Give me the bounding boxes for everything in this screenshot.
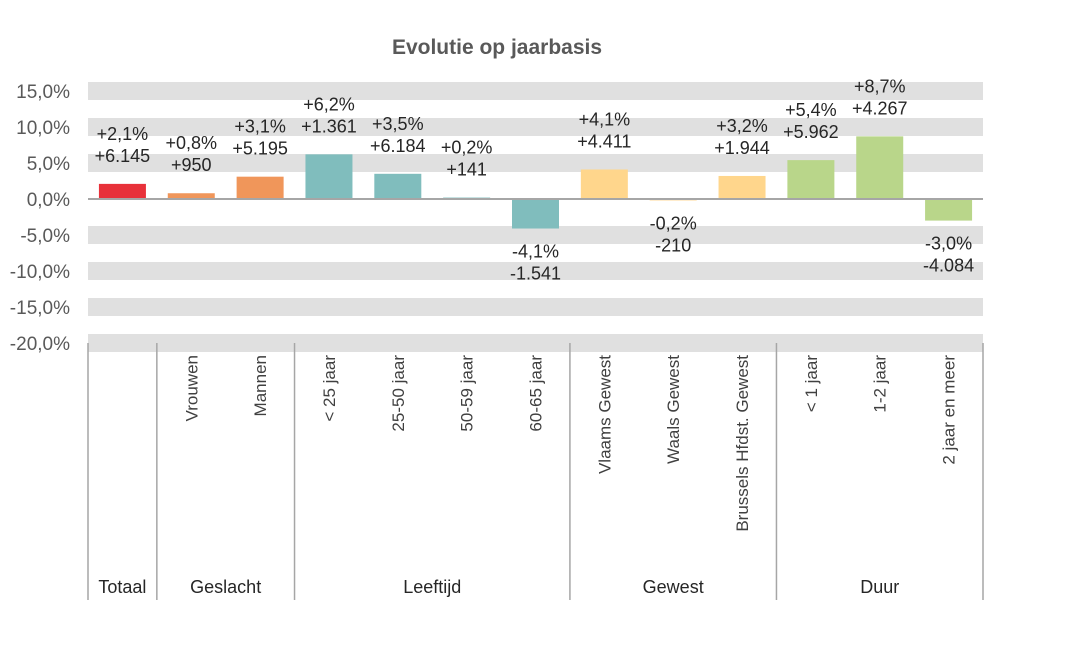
- data-label-abs: -1.541: [510, 264, 561, 284]
- data-label-pct: +6,2%: [303, 94, 355, 114]
- data-label-pct: -0,2%: [650, 213, 697, 233]
- data-label-abs: +6.145: [95, 146, 151, 166]
- bar: [98, 183, 146, 199]
- y-tick-label: 0,0%: [27, 190, 70, 211]
- grid-band: [88, 262, 983, 280]
- data-label-abs: +4.411: [577, 131, 631, 151]
- category-label: Vrouwen: [182, 355, 201, 421]
- bar: [925, 199, 973, 221]
- y-tick-label: 15,0%: [16, 82, 70, 103]
- grid-band: [88, 226, 983, 244]
- bar: [787, 160, 835, 199]
- data-label-pct: +0,8%: [165, 133, 217, 153]
- grid-band: [88, 154, 983, 172]
- bar: [856, 136, 904, 199]
- grid-band: [88, 118, 983, 136]
- data-label-pct: +8,7%: [854, 76, 906, 96]
- data-label-pct: +3,1%: [234, 117, 286, 137]
- data-label-abs: +1.944: [714, 138, 770, 158]
- group-label: Totaal: [98, 577, 146, 597]
- category-label: 25-50 jaar: [389, 355, 408, 432]
- data-label-pct: +3,5%: [372, 114, 424, 134]
- group-label: Leeftijd: [403, 577, 461, 597]
- category-label: < 25 jaar: [320, 355, 339, 422]
- grid-band: [88, 334, 983, 352]
- data-label-pct: +2,1%: [97, 124, 149, 144]
- data-label-pct: +5,4%: [785, 100, 837, 120]
- y-tick-label: -10,0%: [10, 262, 70, 283]
- bar: [580, 169, 628, 199]
- data-label-abs: +950: [171, 155, 212, 175]
- data-label-abs: +6.184: [370, 136, 426, 156]
- data-label-pct: -4,1%: [512, 242, 559, 262]
- chart-title: Evolutie op jaarbasis: [392, 36, 602, 59]
- data-label-pct: +0,2%: [441, 138, 493, 158]
- category-label: 2 jaar en meer: [940, 355, 959, 465]
- data-label-abs: +5.195: [232, 139, 288, 159]
- bar: [374, 173, 422, 199]
- data-label-pct: +3,2%: [716, 116, 768, 136]
- grid-band: [88, 82, 983, 100]
- y-tick-label: -15,0%: [10, 298, 70, 319]
- category-label: 50-59 jaar: [458, 355, 477, 432]
- group-label: Gewest: [643, 577, 704, 597]
- grid-band: [88, 298, 983, 316]
- data-label-pct: -3,0%: [925, 234, 972, 254]
- data-label-abs: -210: [655, 235, 691, 255]
- category-label: Waals Gewest: [664, 355, 683, 464]
- category-label: Brussels Hfdst. Gewest: [733, 355, 752, 532]
- bar: [718, 175, 766, 199]
- y-tick-label: -5,0%: [20, 226, 70, 247]
- data-label-abs: +4.267: [852, 98, 908, 118]
- category-label: Vlaams Gewest: [595, 355, 614, 474]
- bar: [512, 199, 559, 229]
- data-label-abs: +5.962: [783, 122, 839, 142]
- bar: [236, 176, 284, 199]
- category-label: < 1 jaar: [802, 355, 821, 413]
- bar: [305, 154, 353, 199]
- y-tick-label: -20,0%: [10, 334, 70, 355]
- bar: [167, 193, 215, 199]
- category-label: 60-65 jaar: [527, 355, 546, 432]
- data-label-abs: -4.084: [923, 256, 974, 276]
- y-tick-label: 5,0%: [27, 154, 70, 175]
- y-tick-label: 10,0%: [16, 118, 70, 139]
- data-label-abs: +141: [446, 160, 487, 180]
- category-label: Mannen: [251, 355, 270, 416]
- data-label-pct: +4,1%: [579, 109, 631, 129]
- data-label-abs: +1.361: [301, 116, 357, 136]
- category-label: 1-2 jaar: [871, 355, 890, 413]
- group-label: Geslacht: [190, 577, 261, 597]
- group-label: Duur: [860, 577, 899, 597]
